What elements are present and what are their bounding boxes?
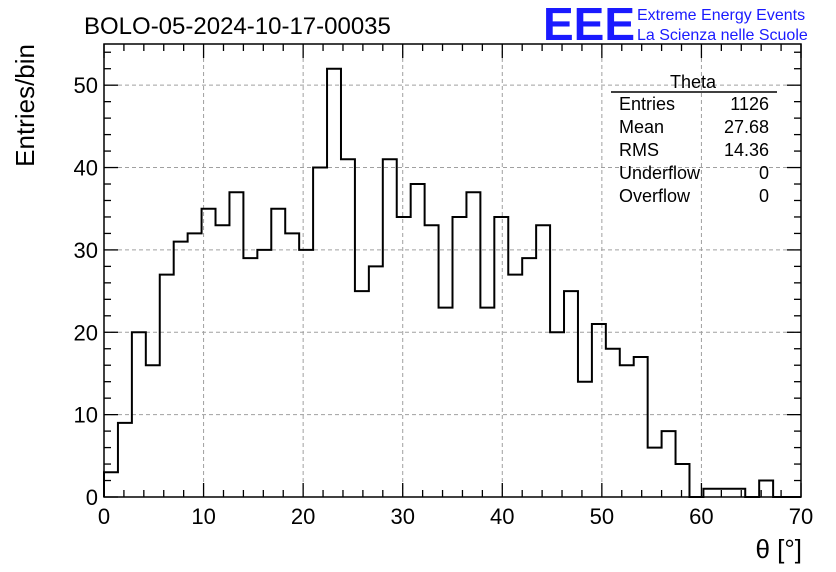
histogram-bin [634,357,648,497]
histogram-bin [397,217,411,497]
y-axis-title: Entries/bin [10,44,40,167]
axis-ticks [103,44,802,498]
y-tick-label: 40 [74,156,98,181]
histogram-bin [118,423,132,497]
histogram-bin [355,291,369,497]
histogram-bin [160,275,174,497]
x-tick-label: 20 [291,504,315,529]
histogram-bin [411,184,425,497]
histogram-bin [648,448,662,497]
histogram-bin [439,308,453,497]
x-tick-label: 40 [490,504,514,529]
y-tick-label: 50 [74,73,98,98]
histogram-bin [536,225,550,497]
y-tick-label: 10 [74,403,98,428]
histogram-bin [341,159,355,497]
histogram-bin [188,233,202,497]
x-axis-title: θ [°] [755,534,802,564]
stats-value-underflow: 0 [759,163,769,183]
histogram-bin [606,349,620,497]
x-tick-label: 10 [191,504,215,529]
histogram-bin [285,233,299,497]
histogram-bin [620,365,634,497]
chart-title: BOLO-05-2024-10-17-00035 [84,13,391,40]
y-tick-label: 0 [86,485,98,510]
histogram-bin [717,489,731,497]
y-tick-label: 30 [74,238,98,263]
x-tick-label: 70 [789,504,813,529]
histogram-bin [494,217,508,497]
stats-label-underflow: Underflow [619,163,701,183]
histogram-bars [103,67,801,498]
histogram-bin [369,266,383,497]
histogram-bin [564,291,578,497]
histogram-bin [578,382,592,497]
histogram-bin [703,489,717,497]
x-tick-label: 0 [98,504,110,529]
stats-box: Theta Entries 1126 Mean 27.68 RMS 14.36 … [611,72,777,206]
histogram-bin [243,258,257,497]
eee-logo: EEE Extreme Energy Events La Scienza nel… [543,0,808,50]
x-tick-label: 60 [689,504,713,529]
stats-label-rms: RMS [619,140,659,160]
histogram-bin [425,225,439,497]
histogram-bin [453,217,467,497]
x-tick-labels: 0 10 20 30 40 50 60 70 [98,504,813,529]
histogram-bin [104,472,118,497]
y-tick-label: 20 [74,320,98,345]
plot-frame [103,43,802,498]
stats-value-entries: 1126 [730,94,769,114]
logo-line-1: Extreme Energy Events [637,7,805,24]
histogram-bin [480,308,494,497]
histogram-bin [271,209,285,497]
x-tick-label: 30 [390,504,414,529]
histogram-bin [327,69,341,497]
histogram-bin [216,225,230,497]
histogram-bin [550,332,564,497]
histogram-bin [522,258,536,497]
histogram-bin [731,489,745,497]
stats-value-rms: 14.36 [724,140,769,160]
histogram-bin [466,192,480,497]
y-tick-labels: 0 10 20 30 40 50 [74,73,98,510]
histogram-bin [592,324,606,497]
histogram-bin [132,332,146,497]
logo-line-2: La Scienza nelle Scuole [637,27,808,44]
histogram-bin [313,168,327,497]
stats-label-overflow: Overflow [619,186,691,206]
histogram-bin [662,431,676,497]
histogram-bin [508,275,522,497]
histogram-bin [146,365,160,497]
histogram-bin [299,250,313,497]
histogram-bin [676,464,690,497]
stats-value-overflow: 0 [759,186,769,206]
grid [104,44,801,497]
histogram-outline [103,67,801,498]
histogram-bin [174,242,188,497]
stats-name: Theta [670,72,717,92]
stats-value-mean: 27.68 [724,117,769,137]
histogram-bin [257,250,271,497]
stats-label-mean: Mean [619,117,664,137]
x-tick-label: 50 [590,504,614,529]
stats-label-entries: Entries [619,94,675,114]
logo-mark: EEE [543,0,635,50]
histogram-bin [383,159,397,497]
histogram-bin [202,209,216,497]
histogram-bin [229,192,243,497]
